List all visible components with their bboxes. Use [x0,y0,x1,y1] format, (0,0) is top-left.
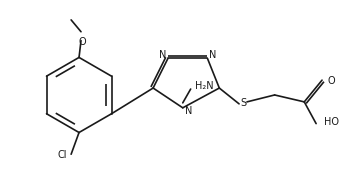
Text: O: O [328,76,336,86]
Text: N: N [185,106,192,116]
Text: HO: HO [324,117,339,127]
Text: N: N [209,50,217,60]
Text: N: N [159,50,166,60]
Text: O: O [78,37,86,47]
Text: H₂N: H₂N [195,81,214,91]
Text: Cl: Cl [58,150,67,160]
Text: S: S [240,98,246,108]
